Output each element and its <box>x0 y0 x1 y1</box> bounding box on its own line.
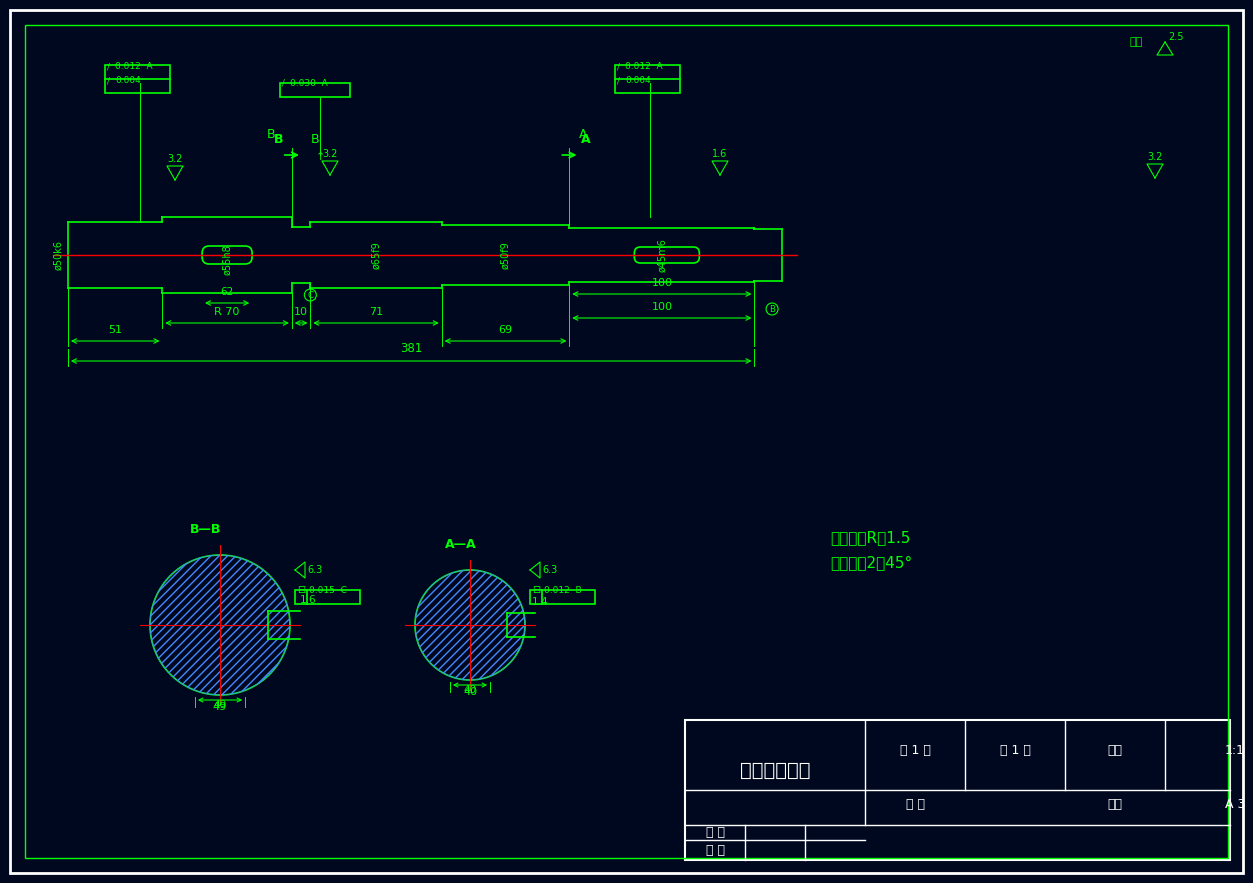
Bar <box>685 720 1230 860</box>
Text: 100: 100 <box>652 278 673 288</box>
Text: /: / <box>107 62 110 71</box>
Bar <box>294 590 360 604</box>
Text: 图号: 图号 <box>1108 798 1123 811</box>
Text: B: B <box>311 133 320 146</box>
Text: 其余: 其余 <box>1130 37 1143 47</box>
Text: 0.004: 0.004 <box>625 76 650 85</box>
Text: A—A: A—A <box>445 538 476 551</box>
Text: 1.4: 1.4 <box>533 597 549 607</box>
Text: B: B <box>274 133 283 146</box>
Text: 381: 381 <box>400 342 422 355</box>
Text: 10: 10 <box>294 307 308 317</box>
Text: 51: 51 <box>108 325 123 335</box>
Text: A: A <box>579 128 588 141</box>
Text: 62: 62 <box>221 287 234 297</box>
Text: ø45m6: ø45m6 <box>657 238 667 272</box>
Text: ↑: ↑ <box>316 152 325 162</box>
Bar <box>615 65 680 93</box>
Text: 3.2: 3.2 <box>168 154 183 164</box>
Bar <box>507 613 535 637</box>
Text: ⊟: ⊟ <box>533 585 540 595</box>
Text: 0.004: 0.004 <box>115 76 140 85</box>
Text: 0.012  A: 0.012 A <box>115 62 153 71</box>
Text: C: C <box>307 291 313 299</box>
Text: 比例: 比例 <box>1108 743 1123 757</box>
Text: /: / <box>107 76 110 85</box>
Text: 3.2: 3.2 <box>322 149 338 159</box>
Bar <box>268 611 299 639</box>
Text: B: B <box>267 128 276 141</box>
Text: /: / <box>616 76 620 85</box>
Text: 减速筱低速轴: 减速筱低速轴 <box>739 760 811 780</box>
Bar <box>105 65 170 93</box>
Text: ø65f9: ø65f9 <box>371 241 381 269</box>
Text: 71: 71 <box>368 307 383 317</box>
Text: 共 1 张: 共 1 张 <box>900 743 931 757</box>
Text: 0.012  B: 0.012 B <box>544 586 581 595</box>
Text: 6.3: 6.3 <box>543 565 558 575</box>
Text: 49: 49 <box>213 702 227 712</box>
Text: 0.030  A: 0.030 A <box>289 79 328 88</box>
Text: ø50k6: ø50k6 <box>53 240 63 270</box>
Text: 40: 40 <box>462 687 477 697</box>
Text: ø55h8: ø55h8 <box>222 245 232 275</box>
Text: ⊟: ⊟ <box>297 585 306 595</box>
Bar <box>279 83 350 97</box>
Text: 40: 40 <box>464 685 476 695</box>
Text: 1.6: 1.6 <box>299 595 317 605</box>
Text: /: / <box>282 79 284 88</box>
Text: 69: 69 <box>499 325 512 335</box>
Bar <box>530 590 595 604</box>
Text: 1:1: 1:1 <box>1225 743 1245 757</box>
Text: /: / <box>616 62 620 71</box>
Text: 数 量: 数 量 <box>906 798 925 811</box>
Text: 审 核: 审 核 <box>705 843 724 857</box>
Text: 未注圆角R＝1.5: 未注圆角R＝1.5 <box>829 530 911 545</box>
Text: ø50f9: ø50f9 <box>500 241 510 269</box>
Text: 制 图: 制 图 <box>705 826 724 839</box>
Text: 6.3: 6.3 <box>307 565 322 575</box>
Text: 100: 100 <box>652 302 673 312</box>
Text: 0.012  A: 0.012 A <box>625 62 663 71</box>
Text: A: A <box>581 133 591 146</box>
Text: 3.2: 3.2 <box>1148 152 1163 162</box>
Text: A 3: A 3 <box>1225 798 1245 811</box>
Text: B: B <box>769 305 776 313</box>
Text: 49: 49 <box>213 700 227 710</box>
Text: R 70: R 70 <box>214 307 239 317</box>
Text: 1.6: 1.6 <box>713 149 728 159</box>
Text: 未注倒角2＊45°: 未注倒角2＊45° <box>829 555 912 570</box>
Text: B—B: B—B <box>190 523 222 536</box>
Text: 0.015  C: 0.015 C <box>309 586 347 595</box>
Text: 第 1 张: 第 1 张 <box>1000 743 1030 757</box>
Text: 2.5: 2.5 <box>1168 32 1184 42</box>
